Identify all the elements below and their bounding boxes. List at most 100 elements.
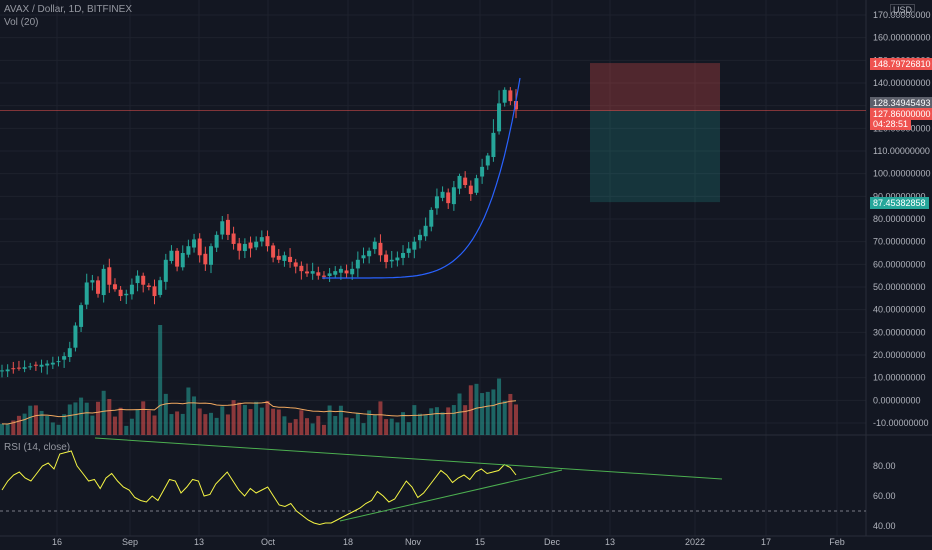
candle-body <box>28 366 33 368</box>
volume-bar <box>355 412 360 435</box>
volume-bar <box>248 409 253 435</box>
rsi-legend[interactable]: RSI (14, close) <box>4 442 71 453</box>
volume-bar <box>282 416 287 435</box>
y-tick-label: 100.00000000 <box>873 169 931 179</box>
candle-body <box>305 271 310 274</box>
candle-body <box>96 280 101 294</box>
volume-bar <box>214 417 219 435</box>
countdown-badge: 04:28:51 <box>870 118 912 130</box>
candle-body <box>45 363 50 366</box>
candle-body <box>451 187 456 205</box>
candle-body <box>180 253 185 268</box>
candle-body <box>288 256 293 263</box>
candle-body <box>474 178 479 193</box>
candle-body <box>242 243 247 252</box>
candle-body <box>514 101 518 110</box>
volume-bar <box>457 393 462 435</box>
candle-body <box>429 209 434 227</box>
volume-bar <box>146 410 151 435</box>
candle-body <box>446 192 451 204</box>
candle-body <box>389 259 394 262</box>
volume-bar <box>50 422 55 435</box>
candle-body <box>333 271 338 275</box>
candle-body <box>237 243 242 251</box>
candle-body <box>158 280 163 295</box>
volume-bar <box>242 404 247 435</box>
rsi-tick-label: 80.00 <box>873 461 896 471</box>
candle-body <box>33 364 38 366</box>
volume-bar <box>11 420 16 435</box>
candle-body <box>406 248 411 253</box>
candle-body <box>135 275 140 284</box>
x-tick-label: 18 <box>343 537 353 547</box>
y-tick-label: 90.00000000 <box>873 191 926 201</box>
candle-body <box>316 272 321 276</box>
candle-body <box>480 166 485 177</box>
y-tick-label: 40.00000000 <box>873 305 926 315</box>
x-tick-label: Sep <box>122 537 138 547</box>
y-tick-label: 80.00000000 <box>873 214 926 224</box>
candle-body <box>73 325 78 348</box>
volume-bar <box>372 414 377 435</box>
target-price-badge: 87.45382858 <box>870 197 929 209</box>
volume-bar <box>423 414 428 435</box>
volume-bar <box>434 407 439 435</box>
x-tick-label: 13 <box>605 537 615 547</box>
x-tick-label: 17 <box>761 537 771 547</box>
volume-bar <box>344 417 349 435</box>
candle-body <box>225 219 230 235</box>
candle-body <box>485 155 490 166</box>
volume-bar <box>79 397 84 435</box>
candle-body <box>124 293 129 296</box>
y-tick-label: 110.00000000 <box>873 146 930 156</box>
currency-label[interactable]: USD <box>890 4 916 16</box>
volume-bar <box>175 411 180 435</box>
parabolic-curve <box>322 77 521 279</box>
volume-bar <box>305 418 310 435</box>
candle-body <box>101 268 106 296</box>
volume-bar <box>16 415 21 435</box>
volume-bar <box>463 405 468 435</box>
volume-bar <box>96 401 101 435</box>
volume-bar <box>84 402 89 435</box>
volume-legend[interactable]: Vol (20) <box>4 17 39 28</box>
y-tick-label: 50.00000000 <box>873 282 926 292</box>
y-tick-label: 140.00000000 <box>873 78 931 88</box>
volume-bar <box>265 400 270 435</box>
symbol-legend[interactable]: AVAX / Dollar, 1D, BITFINEX <box>4 4 132 15</box>
volume-bar <box>333 416 338 435</box>
candle-body <box>146 285 151 287</box>
y-tick-label: -10.00000000 <box>873 418 929 428</box>
candle-body <box>56 361 61 363</box>
x-tick-label: 13 <box>194 537 204 547</box>
candle-body <box>497 103 502 132</box>
candle-body <box>118 289 123 297</box>
volume-bar <box>124 425 129 435</box>
candle-body <box>378 242 383 256</box>
rsi-tick-label: 60.00 <box>873 491 896 501</box>
candle-body <box>16 367 21 369</box>
candle-body <box>282 255 287 261</box>
volume-bar <box>39 410 44 435</box>
rsi-support-trendline <box>339 469 563 522</box>
volume-bar <box>401 412 406 435</box>
candle-body <box>220 221 225 235</box>
rsi-line <box>1 450 517 526</box>
volume-bar <box>502 400 507 435</box>
volume-bar <box>208 412 213 435</box>
candle-body <box>214 234 219 248</box>
volume-bar <box>5 424 10 435</box>
candle-body <box>412 241 417 250</box>
volume-bar <box>395 422 400 435</box>
y-tick-label: 10.00000000 <box>873 373 926 383</box>
candle-body <box>338 268 343 273</box>
y-tick-label: 30.00000000 <box>873 327 926 337</box>
volume-bar <box>169 414 174 435</box>
x-tick-label: 2022 <box>685 537 705 547</box>
volume-bar <box>158 325 163 435</box>
volume-bar <box>62 414 67 435</box>
volume-bar <box>45 415 50 435</box>
volume-bar <box>67 404 72 435</box>
candle-body <box>310 271 315 274</box>
